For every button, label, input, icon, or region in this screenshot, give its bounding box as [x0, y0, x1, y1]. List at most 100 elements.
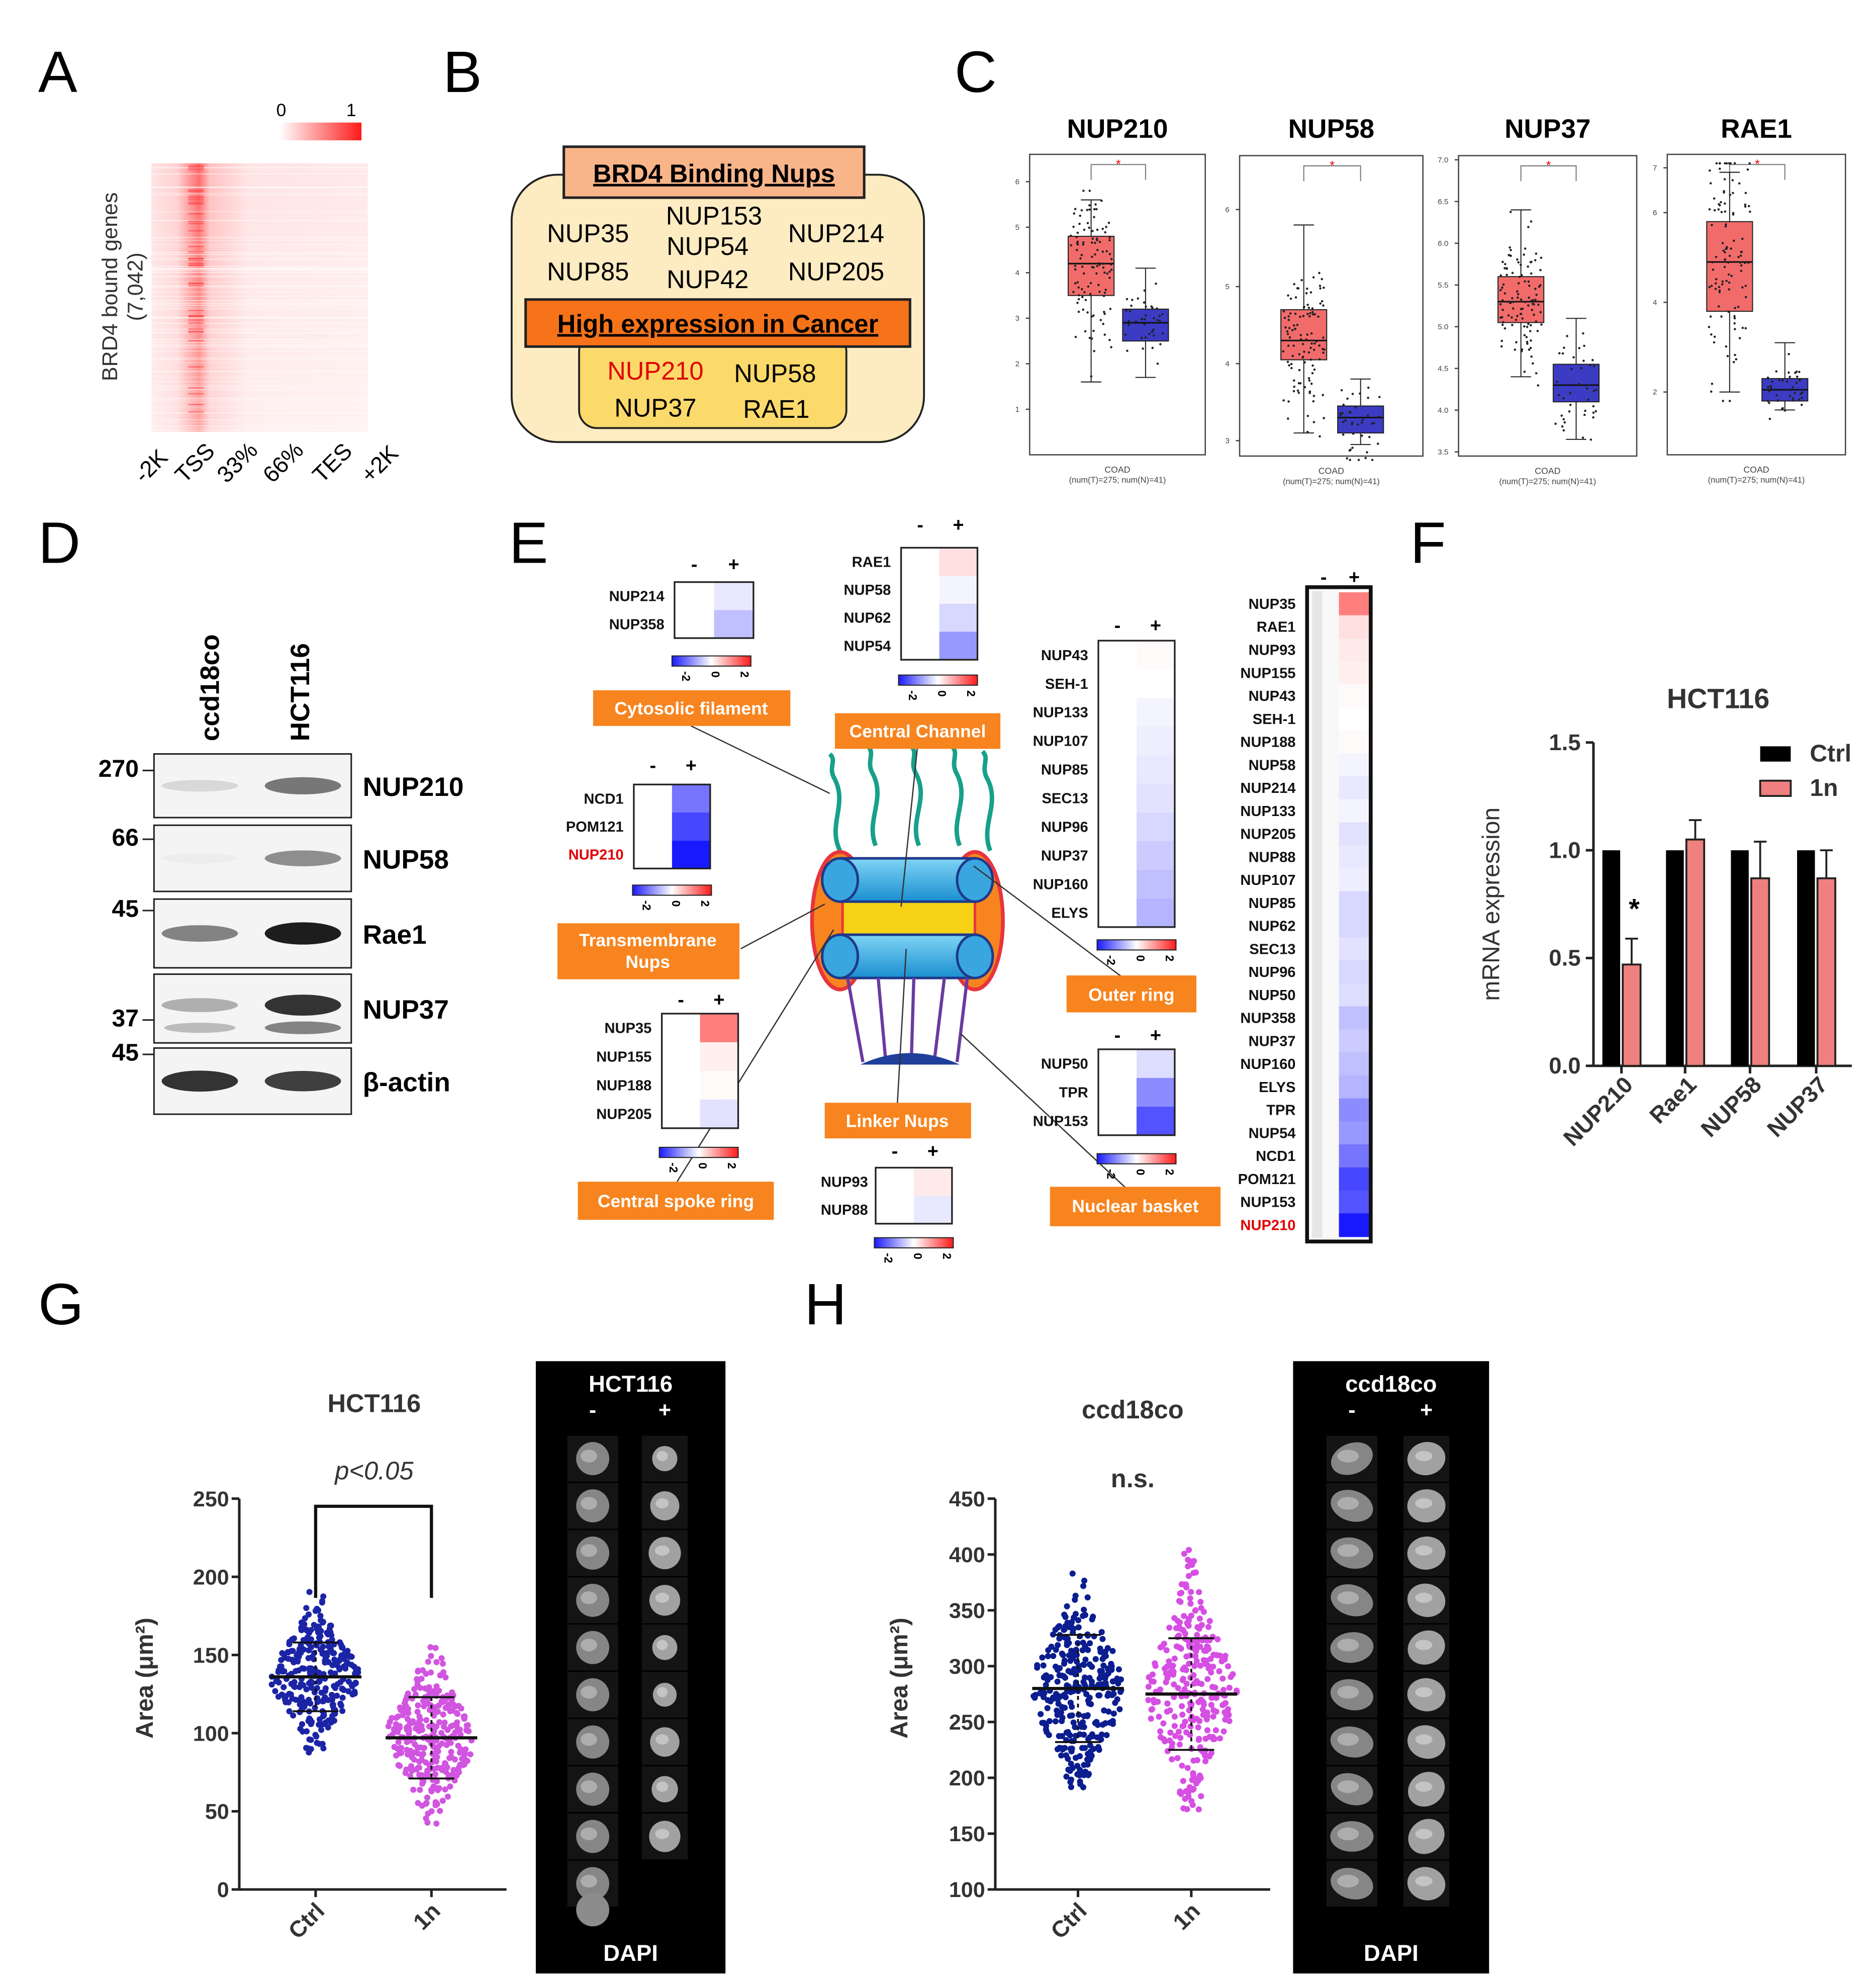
boxplot-point — [1349, 411, 1352, 414]
dot-point — [1099, 1656, 1106, 1662]
summary-gene-label: NUP58 — [1249, 757, 1296, 773]
dot-point — [1054, 1711, 1061, 1718]
panel-letter-d: D — [38, 510, 80, 576]
boxplot-point — [1501, 299, 1504, 302]
boxplot-point — [1511, 316, 1513, 319]
boxplot-point — [1366, 451, 1368, 454]
summary-gene-label: NUP155 — [1240, 665, 1295, 681]
boxplot-point — [1306, 430, 1309, 433]
boxplot-point — [1725, 345, 1728, 348]
boxplot-point — [1710, 333, 1713, 336]
boxplot-point — [1351, 421, 1354, 424]
boxplot-point — [1158, 319, 1161, 322]
dot-point — [1045, 1653, 1051, 1660]
summary-cell — [1339, 799, 1371, 823]
nuclear-basket — [846, 977, 969, 1062]
boxplot-point — [1103, 312, 1106, 315]
boxplot-point — [1158, 315, 1161, 317]
dot-point — [1097, 1668, 1103, 1674]
boxplot-point — [1103, 291, 1106, 294]
nucleus-highlight — [1415, 1876, 1433, 1886]
boxplot-point — [1078, 222, 1081, 225]
nucleus-highlight — [1337, 1874, 1359, 1888]
boxplot-point — [1103, 311, 1105, 313]
boxplot-point — [1570, 368, 1573, 371]
dot-point — [318, 1689, 325, 1696]
heatmap-plus-header: + — [686, 755, 697, 776]
boxplot-point — [1581, 436, 1584, 439]
dot-point — [1050, 1631, 1056, 1638]
dot-point — [344, 1648, 351, 1654]
boxplot-point — [1321, 278, 1323, 281]
nucleus-highlight — [581, 1450, 597, 1463]
color-scale — [632, 884, 712, 896]
dot-point — [1047, 1698, 1054, 1704]
dot-point — [296, 1697, 303, 1704]
summary-control-shade — [1312, 591, 1323, 1238]
boxplot-point — [1315, 340, 1318, 343]
dot-point — [1150, 1697, 1157, 1703]
heatmap-xtick: TSS — [170, 438, 220, 488]
f-xtick: NUP58 — [1696, 1071, 1766, 1142]
dot-point — [1068, 1776, 1074, 1783]
boxplot-ytick: 3 — [1225, 436, 1229, 445]
boxplot-ytick: 6.5 — [1438, 198, 1448, 206]
dot-point — [305, 1611, 312, 1618]
boxplot-frame — [1239, 155, 1424, 457]
dot-point — [1090, 1613, 1096, 1620]
micro-background — [535, 1361, 726, 1974]
dot-ytick: 200 — [949, 1766, 985, 1790]
dot-point — [1082, 1612, 1089, 1618]
boxplot-point — [1079, 214, 1082, 217]
boxplot-ytick: 6 — [1015, 177, 1019, 186]
boxplot-point — [1069, 234, 1072, 237]
summary-gene-label: NUP358 — [1240, 1011, 1295, 1027]
nup-col2-a: NUP153 — [666, 201, 762, 230]
dot-point — [1081, 1724, 1087, 1731]
boxplot-point — [1589, 364, 1591, 367]
boxplot-point — [1296, 323, 1299, 326]
nucleus-highlight — [656, 1451, 668, 1462]
boxplot-ytick: 7 — [1653, 164, 1657, 172]
boxplot-point — [1135, 320, 1138, 323]
boxplot-point — [1531, 303, 1534, 305]
boxplot-point — [1592, 416, 1594, 419]
significance-star: * — [1546, 158, 1551, 172]
dot-point — [1069, 1738, 1075, 1744]
color-scale-tick: 0 — [1134, 1169, 1147, 1176]
nucleus-highlight — [1415, 1498, 1433, 1509]
dot-point — [437, 1808, 443, 1814]
boxplot-point — [1081, 265, 1084, 268]
dot-xtick: Ctrl — [284, 1898, 330, 1944]
dot-point — [387, 1719, 393, 1725]
g-ylabel: Area (μm²) — [131, 1617, 158, 1739]
boxplot-point — [1500, 339, 1504, 342]
bar-1n — [1816, 877, 1836, 1067]
dot-point — [455, 1769, 462, 1776]
boxplot-point — [1090, 315, 1093, 318]
dot-point — [1177, 1788, 1183, 1795]
panel-g: G HCT116 p<0.05 Area (μm²) 0 50 100 150 200 2… — [38, 1272, 726, 1974]
boxplot-point — [1518, 282, 1520, 285]
blot-band — [161, 998, 238, 1013]
summary-cell — [1339, 1052, 1371, 1076]
boxplot-point — [1086, 209, 1089, 211]
heatmap-gene-label: NCD1 — [584, 791, 623, 807]
boxplot-point — [1342, 433, 1345, 436]
dot-point — [345, 1688, 352, 1694]
boxplot-point — [1747, 205, 1750, 208]
boxplot-point — [1523, 253, 1525, 256]
boxplot-point — [1356, 423, 1359, 426]
boxplot-point — [1592, 411, 1595, 414]
blot-band — [264, 1070, 341, 1092]
blot-band — [264, 922, 341, 945]
boxplot-xsub: (num(T)=275; num(N)=41) — [1069, 476, 1166, 485]
summary-cell — [1339, 1075, 1371, 1099]
boxplot-point — [1724, 225, 1727, 228]
boxplot-point — [1530, 324, 1532, 327]
heatmap-box-frame — [875, 1166, 953, 1225]
boxplot-point — [1282, 350, 1285, 353]
boxplot-point — [1732, 239, 1735, 242]
boxplot-point — [1741, 237, 1744, 240]
dot-point — [1072, 1610, 1079, 1617]
